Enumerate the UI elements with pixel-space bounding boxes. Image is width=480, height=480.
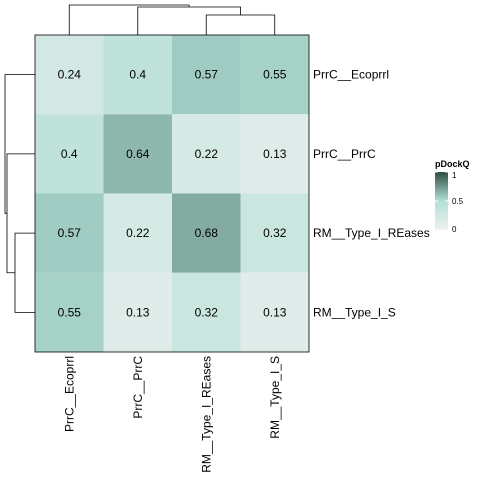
legend-tick-label: 0 [452, 225, 457, 234]
cell-value-label: 0.13 [263, 147, 287, 161]
color-legend: pDockQ 1 0.5 0 [435, 159, 470, 234]
cell-value-label: 0.64 [126, 147, 150, 161]
cell-value-label: 0.13 [263, 305, 287, 319]
heatmap-cell [240, 114, 309, 194]
heatmap-cell [172, 193, 241, 273]
row-label: PrrC__Ecoprrl [313, 68, 389, 82]
column-label: PrrC__Ecoprrl [62, 356, 76, 432]
cell-value-label: 0.22 [195, 147, 219, 161]
legend-color-bar [435, 172, 448, 230]
legend-tick-label: 0.5 [452, 197, 464, 206]
row-labels: PrrC__Ecoprrl PrrC__PrrC RM__Type_I_REases… [313, 68, 430, 320]
heatmap-cell [35, 193, 104, 273]
cell-value-label: 0.57 [58, 226, 82, 240]
heatmap-cell [103, 272, 172, 352]
column-label: RM__Type_I_REases [199, 356, 213, 473]
row-label: RM__Type_I_S [313, 305, 396, 319]
cell-value-label: 0.4 [61, 147, 78, 161]
dendrogram-branch [14, 232, 35, 313]
dendrogram-branch [68, 4, 190, 35]
cell-value-label: 0.57 [195, 68, 219, 82]
cell-value-label: 0.4 [129, 68, 146, 82]
heatmap-cell [172, 35, 241, 115]
column-labels: PrrC__Ecoprrl PrrC__PrrC RM__Type_I_REases… [62, 356, 282, 473]
column-dendrogram [68, 4, 276, 35]
heatmap-cell [240, 35, 309, 115]
row-label: PrrC__PrrC [313, 147, 376, 161]
heatmap-cell [240, 193, 309, 273]
heatmap-cell [103, 114, 172, 194]
dendrogram-branch [137, 6, 241, 35]
cell-value-label: 0.13 [126, 305, 150, 319]
cell-value-label: 0.68 [195, 226, 219, 240]
legend-tick-label: 1 [452, 171, 457, 180]
heatmap-cell [35, 272, 104, 352]
heatmap-border [34, 34, 310, 353]
cell-value-label: 0.55 [263, 68, 287, 82]
cell-value-label: 0.32 [263, 226, 287, 240]
cell-value-label: 0.24 [58, 68, 82, 82]
heatmap-cell [35, 114, 104, 194]
column-label: RM__Type_I_S [268, 356, 282, 439]
heatmap-cell [240, 272, 309, 352]
column-label: PrrC__PrrC [131, 356, 145, 419]
dendrogram-branch [6, 153, 35, 274]
cell-value-label: 0.22 [126, 226, 150, 240]
cell-value-label: 0.55 [58, 305, 82, 319]
legend-title: pDockQ [435, 159, 470, 169]
heatmap-cell [103, 35, 172, 115]
cell-value-label: 0.32 [195, 305, 219, 319]
heatmap-cell [172, 114, 241, 194]
heatmap-cells: 0.24 0.4 0.57 0.55 0.4 0.64 0.22 0.13 0.57 0.22 0.… [35, 35, 309, 352]
dendrogram-branch [4, 74, 35, 214]
heatmap-cell [35, 35, 104, 115]
row-dendrogram [4, 74, 35, 313]
heatmap-cell [103, 193, 172, 273]
dendrogram-branch [205, 14, 276, 35]
heatmap-cell [172, 272, 241, 352]
row-label: RM__Type_I_REases [313, 226, 430, 240]
